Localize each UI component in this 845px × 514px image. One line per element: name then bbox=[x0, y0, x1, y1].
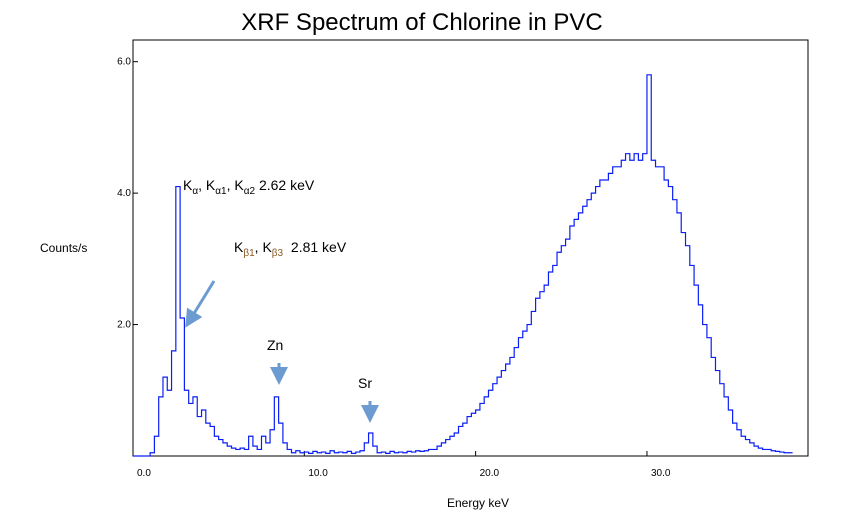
x-tick-label: 0.0 bbox=[137, 468, 151, 479]
annotation-k-beta: Kβ1, Kβ3 2.81 keV bbox=[234, 239, 347, 259]
x-tick-label: 20.0 bbox=[480, 468, 500, 479]
x-axis-label: Energy keV bbox=[447, 496, 509, 510]
x-tick-label: 10.0 bbox=[308, 468, 328, 479]
y-tick-label: 4.0 bbox=[117, 188, 131, 199]
y-tick-label: 2.0 bbox=[117, 320, 131, 331]
plot-frame bbox=[132, 39, 809, 457]
y-axis-label: Counts/s bbox=[40, 241, 87, 255]
y-tick-label: 6.0 bbox=[117, 57, 131, 68]
annotation-zn: Zn bbox=[267, 337, 283, 353]
x-tick-label: 30.0 bbox=[651, 468, 671, 479]
k-beta-arrow bbox=[185, 280, 216, 328]
annotation-k-alpha: Kα, Kα1, Kα2 2.62 keV bbox=[183, 177, 315, 197]
spectrum-line bbox=[133, 74, 793, 457]
chart-title: XRF Spectrum of Chlorine in PVC bbox=[241, 9, 602, 36]
annotation-sr: Sr bbox=[358, 375, 372, 391]
